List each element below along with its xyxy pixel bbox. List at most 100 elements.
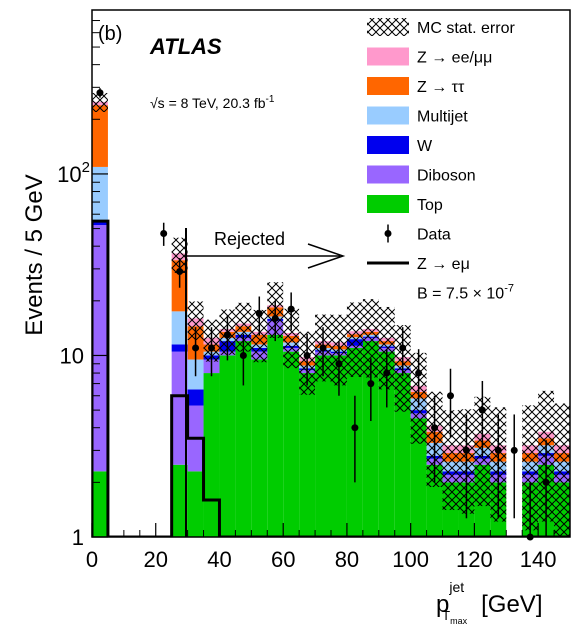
bar-top-19	[394, 373, 411, 537]
legend-swatch-5	[367, 165, 409, 184]
data-point-18	[431, 424, 439, 432]
mc-error-band-16	[346, 302, 363, 377]
mc-error-band-0	[92, 92, 108, 112]
rejection-arrow-head	[307, 243, 346, 269]
x-tick-label-1: 20	[143, 547, 167, 572]
y-axis-title: Events / 5 GeV	[21, 174, 48, 335]
bar-top-5	[171, 464, 188, 537]
data-point-8	[271, 314, 279, 322]
bar-top-18	[378, 351, 395, 537]
data-point-25	[542, 478, 550, 486]
mc-error-band-12	[283, 308, 300, 369]
data-point-6	[239, 351, 247, 359]
legend-label-8: Z → eμ	[417, 256, 470, 273]
legend-label-2: Z → ττ	[417, 79, 465, 96]
panel-label: (b)	[98, 23, 122, 45]
bar-top-13	[299, 373, 316, 537]
x-tick-label-0: 0	[86, 547, 98, 572]
legend-swatch-mc-error	[367, 18, 409, 36]
bar-w-0	[92, 222, 108, 226]
data-point-23	[510, 446, 518, 454]
data-point-9	[287, 305, 295, 313]
legend-label-5: Diboson	[417, 168, 476, 185]
data-point-7	[255, 310, 263, 318]
bar-diboson-5	[171, 351, 188, 465]
legend-label-0: MC stat. error	[417, 20, 515, 37]
data-point-1	[160, 229, 168, 237]
x-tick-label-2: 40	[207, 547, 231, 572]
legend-swatch-2	[367, 77, 409, 95]
data-point-20	[462, 446, 470, 454]
legend-label-3: Multijet	[417, 109, 468, 126]
legend-swatch-1	[367, 47, 409, 66]
data-point-12	[335, 360, 343, 368]
legend-label-4: W	[417, 138, 433, 155]
bar-top-20	[410, 418, 427, 537]
bar-top-10	[251, 359, 268, 537]
mc-error-band-10	[251, 309, 268, 363]
mc-error-band-5	[171, 237, 188, 273]
bar-multijet-5	[171, 311, 188, 345]
bar-top-6	[187, 471, 204, 537]
bar-top-7	[203, 373, 220, 537]
x-tick-label-3: 60	[271, 547, 295, 572]
mc-error-band-27	[522, 405, 539, 531]
mc-error-band-22	[442, 410, 459, 511]
mc-error-band-18	[378, 306, 395, 390]
atlas-label: ATLAS	[149, 34, 222, 59]
data-point-21	[478, 406, 486, 414]
data-point-14	[367, 380, 375, 388]
data-point-4	[208, 344, 215, 352]
bar-diboson-0	[92, 225, 108, 472]
legend-branching-ratio: B = 7.5 × 10-7	[417, 283, 514, 303]
mc-error-band-9	[235, 302, 252, 352]
bar-top-12	[283, 351, 300, 537]
legend-label-1: Z → ee/μμ	[417, 50, 492, 67]
bar-top-11	[267, 334, 284, 537]
x-tick-label-6: 120	[456, 547, 493, 572]
mc-error-band-17	[362, 299, 379, 378]
bar-top-0	[92, 471, 108, 537]
data-point-19	[447, 392, 454, 400]
bar-top-14	[315, 355, 331, 537]
rejected-annotation: Rejected	[214, 229, 285, 249]
axes: 0 20 40 60 80 100 120 140 1 10 102	[57, 9, 571, 572]
x-tick-label-5: 100	[392, 547, 429, 572]
mc-error-band-6	[187, 301, 204, 341]
legend-label-7: Data	[417, 227, 451, 244]
bar-top-15	[331, 355, 347, 537]
mc-error-band-29	[554, 403, 570, 537]
legend-label-6: Top	[417, 197, 443, 214]
bar-top-17	[362, 341, 379, 537]
bar-multijet-0	[92, 166, 108, 223]
data-point-15	[383, 369, 391, 377]
data-point-13	[351, 424, 359, 432]
data-point-2	[176, 268, 184, 276]
bar-top-8	[219, 355, 236, 537]
data-point-3	[192, 344, 200, 352]
data-point-5	[223, 331, 231, 339]
x-axis-title: pjet Tmax[GeV]	[436, 579, 542, 626]
data-point-16	[399, 344, 407, 352]
bar-w-5	[171, 344, 188, 352]
bar-top-9	[235, 341, 252, 537]
data-point-11	[319, 344, 327, 352]
x-tick-label-7: 140	[520, 547, 557, 572]
y-tick-label-0: 1	[72, 525, 84, 550]
y-tick-label-2: 102	[57, 159, 90, 187]
data-points	[96, 88, 550, 541]
data-point-0	[96, 89, 104, 97]
y-tick-label-1: 10	[60, 343, 84, 368]
legend-data-marker	[384, 230, 392, 237]
legend-swatch-4	[367, 136, 409, 154]
legend: MC stat. error Z → ee/μμ Z → ττ Multijet W Di…	[367, 18, 515, 303]
bar-z-0	[92, 105, 108, 167]
x-tick-label-4: 80	[335, 547, 359, 572]
bar-w-6	[187, 389, 204, 406]
legend-swatch-3	[367, 106, 409, 125]
energy-label: √s = 8 TeV, 20.3 fb-1	[150, 94, 275, 111]
data-point-10	[303, 351, 311, 359]
data-point-17	[415, 369, 423, 377]
data-point-22	[494, 446, 502, 454]
